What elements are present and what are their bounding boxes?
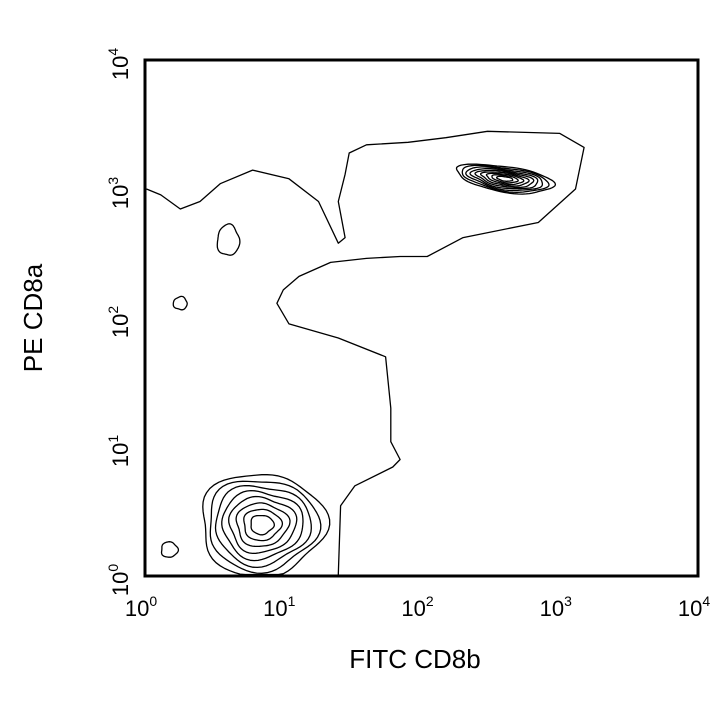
contour-lines <box>146 130 585 576</box>
contour-population-3-level-1 <box>160 541 180 558</box>
y-tick-label: 102 <box>105 306 133 338</box>
x-tick-label: 104 <box>678 593 710 621</box>
contour-population-1-level-6 <box>479 171 530 187</box>
contour-population-1-level-7 <box>485 172 525 186</box>
contour-population-2-level-6 <box>235 502 291 548</box>
contour-population-1-level-8 <box>491 174 519 184</box>
contour-population-2-level-1 <box>202 474 331 576</box>
contour-population-4-level-1 <box>216 223 241 256</box>
contour-population-2-level-8 <box>250 514 275 536</box>
y-tick-label: 101 <box>105 435 133 467</box>
contour-population-1-level-3 <box>465 166 544 192</box>
y-axis-ticks: 100 101 102 103 104 <box>105 48 133 596</box>
contour-population-1-level-2 <box>461 164 550 193</box>
contour-population-5-level-1 <box>172 295 188 311</box>
y-tick-label: 103 <box>105 177 133 209</box>
x-tick-label: 100 <box>125 593 157 621</box>
contour-population-1-level-9 <box>495 175 514 182</box>
y-axis-title: PE CD8a <box>18 263 48 372</box>
plot-frame <box>143 58 700 578</box>
x-axis-title: FITC CD8b <box>349 644 480 674</box>
contour-population-2-level-5 <box>228 495 298 555</box>
y-tick-label: 100 <box>105 564 133 596</box>
contour-outer <box>146 130 585 575</box>
contour-population-2-level-7 <box>243 508 284 542</box>
x-axis-ticks: 100 101 102 103 104 <box>125 593 710 621</box>
x-tick-label: 102 <box>401 593 433 621</box>
y-tick-label: 104 <box>105 48 133 80</box>
contour-population-2-level-2 <box>209 480 322 574</box>
contour-population-1-level-4 <box>469 167 539 190</box>
x-tick-label: 101 <box>263 593 295 621</box>
x-tick-label: 103 <box>540 593 572 621</box>
contour-population-1-level-5 <box>474 169 535 189</box>
contour-population-2-level-3 <box>214 484 312 569</box>
contour-population-2-level-4 <box>221 489 304 562</box>
contour-population-1-level-1 <box>455 163 557 195</box>
